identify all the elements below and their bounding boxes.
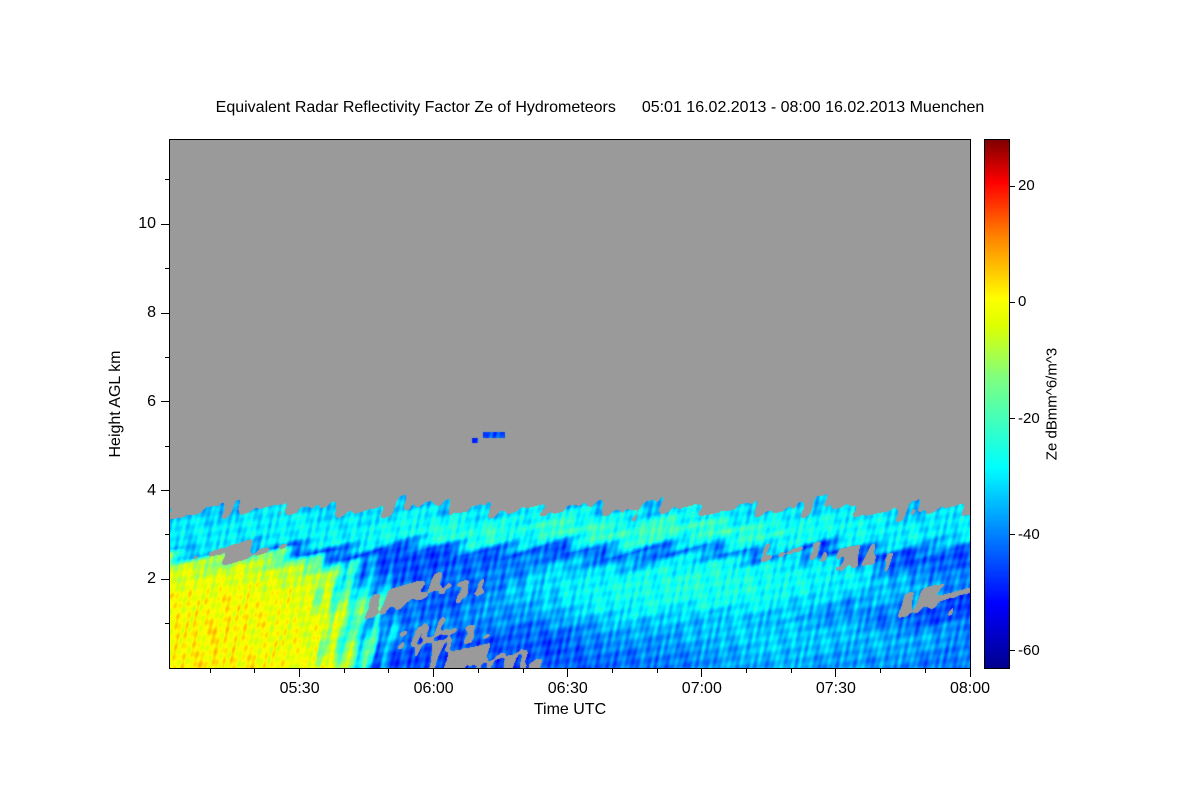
x-tick xyxy=(969,669,971,677)
x-minor-tick xyxy=(656,669,658,673)
colorbar-tick xyxy=(1010,534,1015,536)
x-tick xyxy=(433,669,435,677)
chart-title-main: Equivalent Radar Reflectivity Factor Ze … xyxy=(215,99,616,116)
colorbar-tick-label: -20 xyxy=(1018,409,1040,427)
x-tick-label: 05:30 xyxy=(279,680,320,697)
x-minor-tick xyxy=(343,669,345,673)
y-minor-tick xyxy=(165,356,169,358)
x-tick xyxy=(299,669,301,677)
x-axis-label: Time UTC xyxy=(533,701,607,718)
x-minor-tick xyxy=(254,669,256,673)
y-tick-label: 4 xyxy=(147,481,156,499)
x-tick-label: 07:30 xyxy=(815,680,856,697)
x-tick xyxy=(701,669,703,677)
x-tick-label: 06:00 xyxy=(413,680,454,697)
y-tick xyxy=(161,223,169,225)
x-tick-label: 06:30 xyxy=(547,680,588,697)
x-tick xyxy=(567,669,569,677)
colorbar-tick xyxy=(1010,418,1015,419)
colorbar xyxy=(984,139,1010,669)
x-minor-tick xyxy=(880,669,882,673)
x-minor-tick xyxy=(209,669,211,673)
y-minor-tick xyxy=(165,445,169,447)
x-tick-label: 08:00 xyxy=(949,680,991,697)
x-minor-tick xyxy=(477,669,479,673)
x-minor-tick xyxy=(388,669,390,673)
y-minor-tick xyxy=(165,534,169,536)
colorbar-tick-label: -60 xyxy=(1018,641,1040,659)
colorbar-label: Ze dBmm^6/m^3 xyxy=(1043,347,1061,461)
y-tick xyxy=(161,490,169,492)
colorbar-tick-label: -40 xyxy=(1018,525,1040,543)
y-tick xyxy=(161,401,169,403)
x-tick xyxy=(835,669,837,677)
x-tick-label: 07:00 xyxy=(681,680,722,697)
colorbar-tick xyxy=(1010,185,1015,187)
x-minor-tick xyxy=(611,669,613,673)
y-minor-tick xyxy=(165,623,169,625)
x-minor-tick xyxy=(924,669,926,673)
y-tick xyxy=(161,578,169,580)
y-minor-tick xyxy=(165,179,169,181)
colorbar-tick-label: 20 xyxy=(1018,177,1035,195)
y-tick-label: 10 xyxy=(138,215,156,233)
y-minor-tick xyxy=(165,268,169,270)
y-tick-label: 6 xyxy=(147,392,156,410)
heatmap-plot-area xyxy=(169,139,971,669)
y-tick xyxy=(161,312,169,314)
chart-title-daterange: 05:01 16.02.2013 - 08:00 16.02.2013 Muen… xyxy=(641,99,985,116)
x-minor-tick xyxy=(790,669,792,673)
y-tick-label: 8 xyxy=(147,304,156,322)
chart-title: Equivalent Radar Reflectivity Factor Ze … xyxy=(0,99,1200,117)
y-tick-label: 2 xyxy=(147,570,156,588)
colorbar-tick xyxy=(1010,301,1015,303)
x-minor-tick xyxy=(522,669,524,673)
colorbar-tick xyxy=(1010,650,1015,652)
x-minor-tick xyxy=(746,669,748,673)
colorbar-tick-label: 0 xyxy=(1018,293,1027,311)
